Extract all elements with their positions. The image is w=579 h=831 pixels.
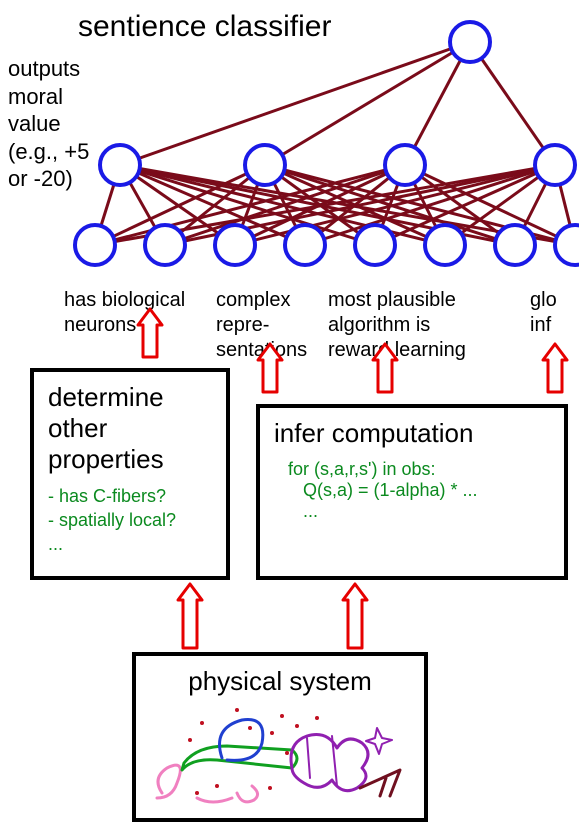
box-physical-title: physical system — [150, 666, 410, 697]
code-line-3: ... — [288, 501, 550, 522]
feature-label-2: complex repre- sentations — [216, 288, 307, 363]
feature-label-3: most plausible algorithm is reward learn… — [328, 288, 466, 363]
diagram-title: sentience classifier — [78, 10, 331, 44]
code-line-1: for (s,a,r,s') in obs: — [288, 459, 550, 480]
feature-label-4: glo inf — [530, 288, 557, 338]
code-line-2: Q(s,a) = (1-alpha) * ... — [288, 480, 550, 501]
box-determine-title: determine other properties — [48, 382, 212, 476]
feature-label-1: has biological neurons — [64, 288, 185, 338]
doodle-svg — [142, 698, 422, 818]
box-determine: determine other properties - has C-fiber… — [30, 368, 230, 580]
box-infer: infer computation for (s,a,r,s') in obs:… — [256, 404, 568, 580]
output-note: outputs moral value (e.g., +5 or -20) — [8, 55, 89, 193]
box-determine-sub: - has C-fibers? - spatially local? ... — [48, 484, 212, 557]
box-physical: physical system — [132, 652, 428, 822]
box-infer-title: infer computation — [274, 418, 550, 449]
